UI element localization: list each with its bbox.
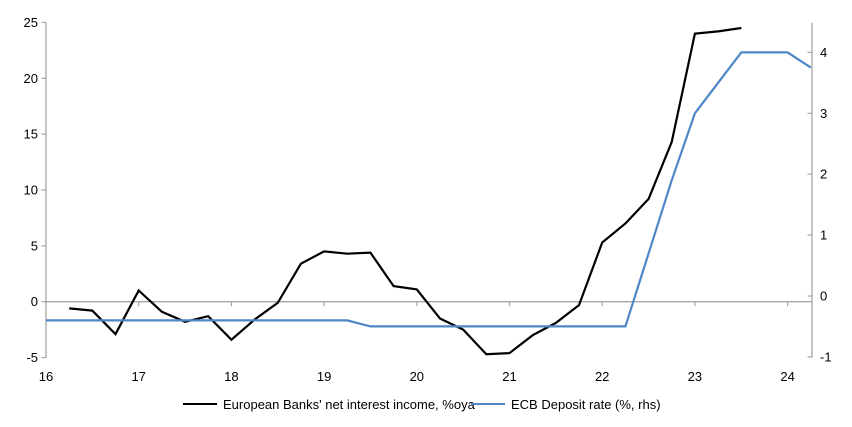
left-axis-tick-label: -5 xyxy=(26,350,38,365)
right-axis-tick-label: -1 xyxy=(820,349,832,364)
legend-item-ecb-deposit-rate: ECB Deposit rate (%, rhs) xyxy=(471,396,661,412)
right-axis-tick-label: 0 xyxy=(820,289,827,304)
left-axis-tick-label: 20 xyxy=(24,71,38,86)
x-axis-tick-label: 20 xyxy=(410,369,424,384)
legend-item-net-interest-income: European Banks' net interest income, %oy… xyxy=(183,396,475,412)
right-axis-tick-label: 2 xyxy=(820,167,827,182)
series-line-1 xyxy=(46,51,812,328)
left-axis-tick-label: 0 xyxy=(31,294,38,309)
x-axis-tick-label: 22 xyxy=(595,369,609,384)
right-axis-tick-label: 1 xyxy=(820,228,827,243)
right-axis-tick-label: 4 xyxy=(820,45,827,60)
x-axis-tick-label: 19 xyxy=(317,369,331,384)
legend-label-net-interest-income: European Banks' net interest income, %oy… xyxy=(223,396,475,412)
x-axis-tick-label: 18 xyxy=(224,369,238,384)
left-axis-tick-label: 25 xyxy=(24,15,38,30)
series-line-0 xyxy=(69,26,742,356)
left-axis-tick-label: 5 xyxy=(31,238,38,253)
x-axis-tick-label: 23 xyxy=(688,369,702,384)
x-axis-tick-label: 17 xyxy=(131,369,145,384)
right-axis-tick-label: 3 xyxy=(820,106,827,121)
left-axis-tick-label: 10 xyxy=(24,183,38,198)
x-axis-tick-label: 24 xyxy=(780,369,794,384)
net-interest-income-line-swatch xyxy=(183,403,217,405)
left-axis-tick-label: 15 xyxy=(24,127,38,142)
ecb-deposit-rate-line-swatch xyxy=(471,403,505,405)
x-axis-tick-label: 21 xyxy=(502,369,516,384)
legend-label-ecb-deposit-rate: ECB Deposit rate (%, rhs) xyxy=(511,396,661,412)
x-axis-tick-label: 16 xyxy=(39,369,53,384)
